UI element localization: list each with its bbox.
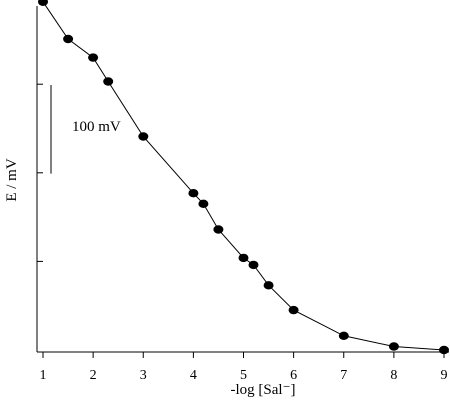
x-tick-label: 1	[40, 368, 47, 383]
x-tick-label: 3	[140, 368, 147, 383]
x-tick-label: 6	[290, 368, 297, 383]
data-point	[288, 305, 299, 315]
data-point	[388, 342, 399, 351]
data-point	[63, 34, 74, 44]
data-point	[213, 225, 224, 234]
data-point	[338, 331, 349, 340]
series-layer	[38, 0, 449, 355]
data-point	[198, 199, 209, 208]
x-tick-label: 5	[240, 368, 247, 383]
x-axis-label: -log [Sal⁻]	[231, 382, 296, 398]
x-tick-label: 4	[190, 368, 197, 383]
data-point	[238, 253, 249, 263]
data-point	[88, 53, 99, 62]
scale-bar-label: 100 mV	[72, 119, 121, 135]
data-point	[248, 260, 259, 270]
x-tick-label: 7	[340, 368, 347, 383]
data-point	[188, 189, 199, 198]
x-tick-label: 2	[90, 368, 97, 383]
data-point	[263, 281, 274, 290]
data-point	[103, 77, 114, 86]
data-point	[38, 0, 48, 6]
x-tick-label: 8	[390, 368, 397, 383]
axes-layer	[36, 6, 449, 353]
scale-bar: 100 mV	[50, 85, 121, 174]
series-line	[42, 1, 445, 351]
data-point	[439, 345, 449, 355]
data-point	[138, 132, 149, 141]
ticks-layer: 1 2 3 4 5 6 7 8 9	[37, 83, 448, 383]
x-tick-label: 9	[441, 368, 448, 383]
y-axis-label: E / mV	[4, 158, 20, 201]
